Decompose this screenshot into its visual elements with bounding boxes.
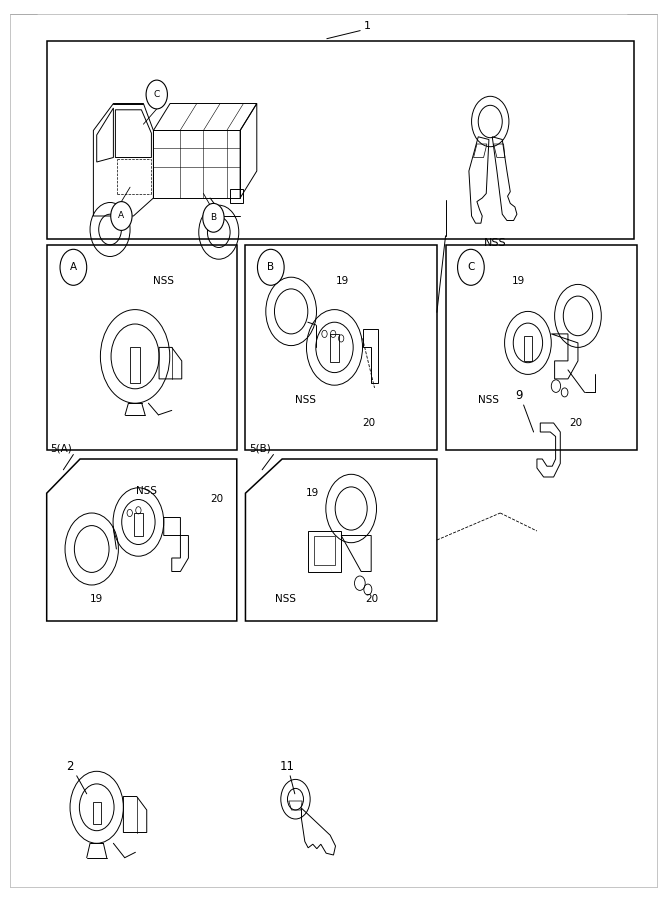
Text: 20: 20 bbox=[362, 418, 376, 428]
Text: 20: 20 bbox=[569, 418, 582, 428]
Bar bbox=[47, 40, 634, 239]
Text: 20: 20 bbox=[210, 494, 223, 505]
Text: B: B bbox=[210, 213, 217, 222]
Bar bbox=[47, 245, 237, 450]
Bar bbox=[230, 189, 243, 202]
Text: NSS: NSS bbox=[136, 485, 157, 496]
Text: 19: 19 bbox=[90, 593, 103, 604]
Text: NSS: NSS bbox=[275, 593, 296, 604]
Circle shape bbox=[458, 249, 484, 285]
Text: A: A bbox=[70, 262, 77, 273]
Text: 19: 19 bbox=[336, 275, 349, 286]
Text: 19: 19 bbox=[305, 488, 319, 499]
Bar bbox=[93, 802, 101, 824]
Text: C: C bbox=[153, 90, 160, 99]
Bar bbox=[130, 347, 139, 383]
Bar bbox=[133, 513, 143, 536]
Text: 9: 9 bbox=[515, 390, 523, 402]
Text: A: A bbox=[118, 212, 125, 220]
Bar bbox=[524, 336, 532, 361]
Circle shape bbox=[146, 80, 167, 109]
Bar bbox=[245, 245, 437, 450]
Bar bbox=[329, 334, 340, 362]
Circle shape bbox=[203, 203, 224, 232]
Text: NSS: NSS bbox=[295, 395, 316, 406]
Text: C: C bbox=[467, 262, 475, 273]
Text: 2: 2 bbox=[66, 760, 74, 773]
Text: 11: 11 bbox=[279, 760, 294, 773]
Bar bbox=[315, 536, 334, 565]
Text: 1: 1 bbox=[364, 21, 370, 32]
Text: 5(B): 5(B) bbox=[249, 443, 271, 454]
Text: B: B bbox=[267, 262, 274, 273]
Text: NSS: NSS bbox=[478, 395, 500, 406]
Circle shape bbox=[257, 249, 284, 285]
Text: 5(A): 5(A) bbox=[50, 443, 72, 454]
Text: NSS: NSS bbox=[484, 238, 507, 248]
Circle shape bbox=[60, 249, 87, 285]
Bar bbox=[446, 245, 637, 450]
Text: 19: 19 bbox=[512, 275, 526, 286]
Text: 20: 20 bbox=[366, 593, 379, 604]
Text: NSS: NSS bbox=[153, 275, 174, 286]
Circle shape bbox=[111, 202, 132, 230]
